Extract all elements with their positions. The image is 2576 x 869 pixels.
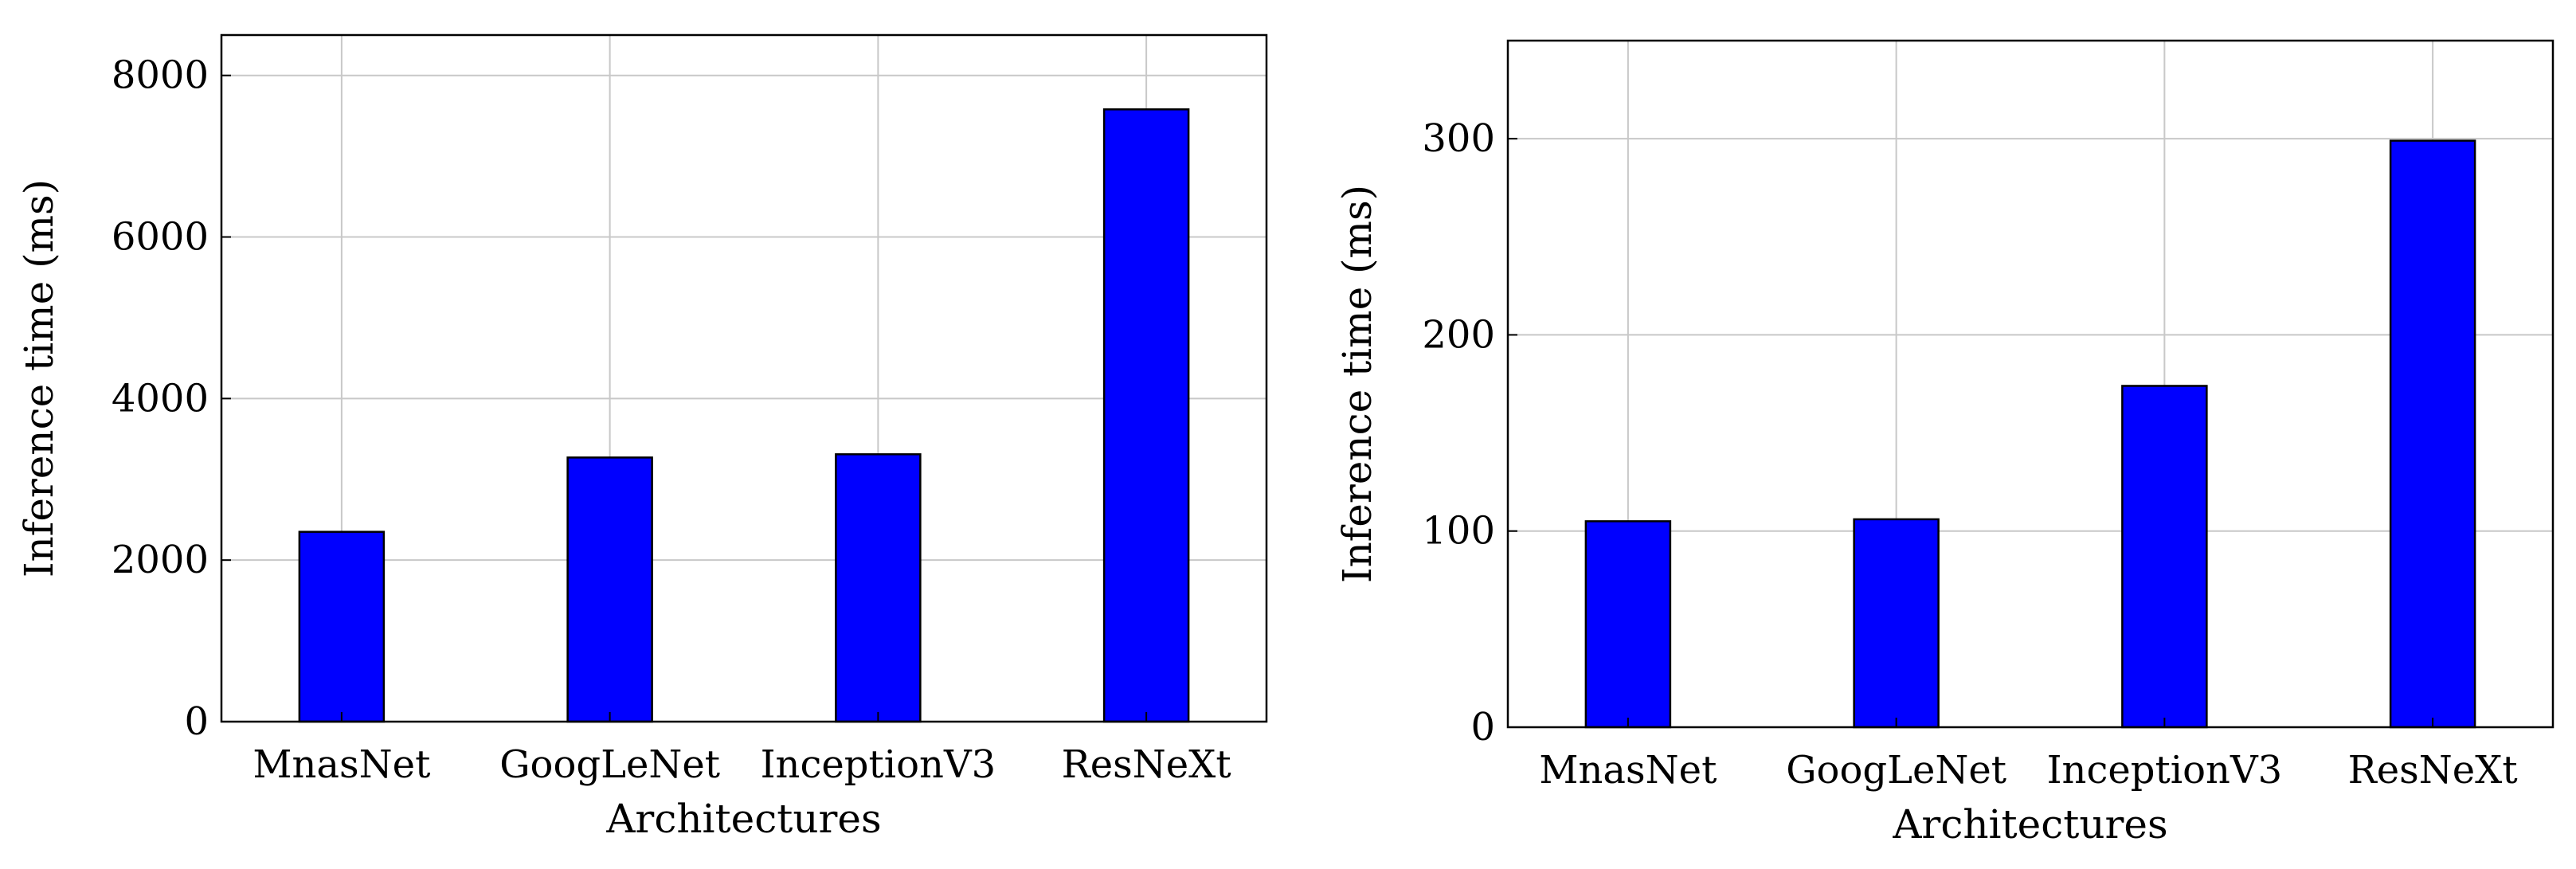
x-tick-label: GoogLeNet [499,742,720,787]
plot-frame [1506,39,2554,729]
x-tick-label: MnasNet [1539,748,1717,793]
x-axis-title: Architectures [1892,801,2167,847]
chart-left: 0 2000 4000 6000 8000 MnasNet GoogLeNet Incepti… [16,33,1268,842]
y-tick-label: 2000 [112,538,209,582]
bar-googlenet [1853,518,1940,729]
y-axis-title: Inference time (ms) [1334,185,1380,583]
x-axis-title: Architectures [605,796,881,842]
y-tick-label: 200 [1422,312,1495,357]
plot-frame [220,33,1268,723]
y-tick-label: 300 [1422,116,1495,161]
bar-googlenet [566,456,653,723]
x-tick-label: InceptionV3 [2047,748,2283,793]
chart-right: 0 100 200 300 MnasNet GoogLeNet InceptionV3 Res… [1334,39,2554,847]
x-tick-label: MnasNet [253,742,430,787]
x-tick-label: ResNeXt [1062,742,1231,787]
x-tick-label: ResNeXt [2348,748,2518,793]
bar-mnasnet [1584,520,1672,729]
y-tick-label: 0 [184,699,209,744]
bar-resnext [1102,108,1190,723]
y-tick-label: 100 [1422,509,1495,554]
bar-inceptionv3 [2121,385,2208,729]
bar-inceptionv3 [835,453,922,723]
x-tick-label: InceptionV3 [761,742,996,787]
y-tick-label: 8000 [112,53,209,98]
y-tick-label: 0 [1470,705,1495,750]
bar-resnext [2389,139,2476,729]
bar-mnasnet [298,530,386,723]
y-axis-title: Inference time (ms) [16,179,62,577]
x-tick-label: GoogLeNet [1786,748,2006,793]
y-tick-label: 4000 [112,376,209,421]
y-tick-label: 6000 [112,215,209,260]
